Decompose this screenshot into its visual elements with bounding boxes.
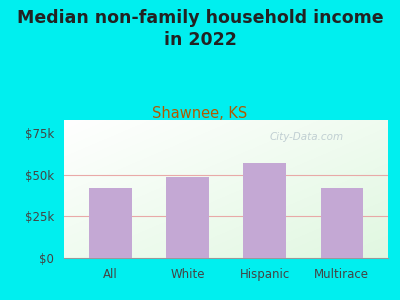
Text: Shawnee, KS: Shawnee, KS bbox=[152, 106, 248, 122]
Bar bbox=[243, 163, 286, 258]
Text: Median non-family household income
in 2022: Median non-family household income in 20… bbox=[17, 9, 383, 49]
Bar bbox=[320, 188, 363, 258]
Bar bbox=[166, 176, 209, 258]
Bar bbox=[89, 188, 132, 258]
Text: City-Data.com: City-Data.com bbox=[270, 132, 344, 142]
